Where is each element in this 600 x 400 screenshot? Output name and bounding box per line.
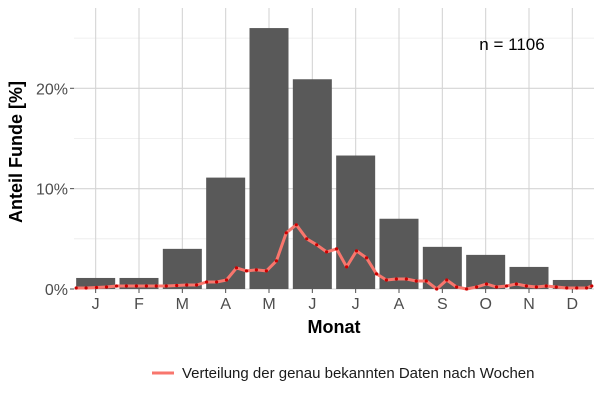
weekly-point [294, 223, 298, 227]
weekly-point [74, 286, 78, 290]
weekly-point [575, 286, 579, 290]
legend: Verteilung der genau bekannten Daten nac… [152, 365, 535, 382]
x-tick-label: J [352, 296, 360, 313]
weekly-point [424, 279, 428, 283]
weekly-line-layer [74, 223, 594, 291]
weekly-point [224, 278, 229, 282]
weekly-point [414, 279, 418, 283]
weekly-point [154, 284, 158, 288]
bar-m-5 [249, 28, 289, 289]
weekly-point [244, 269, 249, 273]
weekly-point [514, 282, 519, 286]
weekly-point [585, 286, 589, 290]
weekly-point [305, 237, 309, 241]
weekly-point [335, 247, 339, 251]
bar-m-3 [162, 248, 202, 289]
weekly-point [284, 231, 288, 235]
weekly-point [205, 280, 209, 284]
weekly-point [274, 259, 278, 263]
weekly-point [475, 285, 479, 289]
weekly-point [445, 278, 449, 282]
bars [76, 28, 592, 289]
weekly-point [144, 284, 148, 288]
y-tick-label: 0% [45, 282, 68, 299]
bar-d-12 [552, 279, 592, 289]
weekly-point [404, 277, 408, 281]
weekly-point [384, 278, 388, 282]
weekly-point [104, 285, 109, 289]
weekly-point [524, 284, 529, 288]
x-tick-label: J [308, 296, 316, 313]
x-tick-label: O [479, 296, 491, 313]
weekly-point [534, 285, 539, 289]
weekly-point [494, 285, 499, 289]
weekly-point [394, 277, 398, 281]
weekly-point [544, 284, 548, 288]
weekly-point [215, 280, 219, 284]
x-tick-label: F [134, 296, 144, 313]
weekly-point [94, 285, 99, 290]
weekly-point [435, 287, 439, 291]
weekly-point [164, 284, 168, 288]
x-tick-label: A [394, 296, 405, 313]
weekly-point [84, 286, 88, 290]
weekly-point [354, 249, 359, 253]
weekly-point [325, 250, 329, 254]
weekly-point [484, 282, 489, 286]
bar-j-6 [292, 79, 332, 289]
weekly-point [114, 284, 119, 288]
weekly-point [565, 286, 569, 290]
weekly-point [264, 269, 268, 273]
x-tick-label: A [220, 296, 231, 313]
x-tick-label: D [567, 296, 579, 313]
y-tick-label: 10% [36, 182, 68, 199]
weekly-point [504, 284, 509, 288]
x-axis-title: Monat [308, 317, 361, 337]
weekly-point [185, 283, 189, 287]
x-tick-label: S [437, 296, 448, 313]
weekly-point [124, 284, 128, 288]
weekly-point [374, 272, 379, 276]
bar-a-8 [379, 218, 419, 289]
weekly-point [590, 284, 594, 288]
weekly-point [315, 243, 319, 247]
bar-j-7 [336, 155, 376, 289]
y-axis-title: Anteil Funde [%] [6, 81, 26, 223]
weekly-point [234, 266, 239, 270]
y-axis-ticks: 0% 10% 20% [36, 81, 74, 299]
weekly-point [554, 285, 558, 289]
x-tick-label: M [262, 296, 275, 313]
weekly-point [134, 284, 138, 288]
weekly-point [364, 256, 369, 260]
x-tick-label: N [523, 296, 535, 313]
weekly-point [465, 287, 469, 291]
x-tick-label: J [92, 296, 100, 313]
bar-j-1 [76, 277, 116, 289]
weekly-point [345, 265, 349, 269]
legend-label: Verteilung der genau bekannten Daten nac… [182, 365, 535, 382]
weekly-point [455, 285, 459, 289]
bar-f-2 [119, 277, 159, 289]
bar-a-4 [206, 177, 246, 289]
x-tick-label: M [176, 296, 189, 313]
sample-size-annotation: n = 1106 [479, 35, 544, 54]
weekly-point [195, 283, 199, 287]
weekly-point [254, 268, 258, 272]
weekly-point [175, 283, 179, 288]
y-tick-label: 20% [36, 81, 68, 98]
